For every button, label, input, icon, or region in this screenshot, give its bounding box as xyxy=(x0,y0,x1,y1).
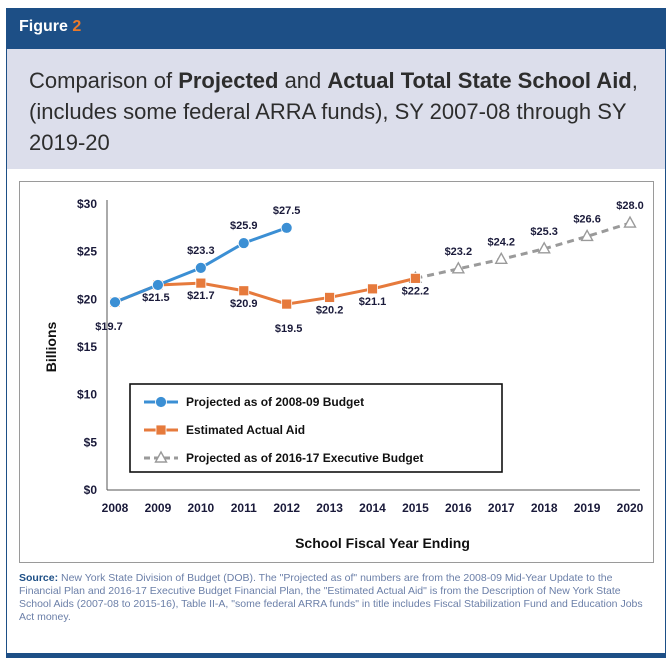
chart-title: Comparison of Projected and Actual Total… xyxy=(29,65,649,158)
data-point xyxy=(109,296,121,309)
figure-label: Figure 2 xyxy=(19,18,81,36)
x-tick-label: 2008 xyxy=(102,501,129,515)
data-label: $21.1 xyxy=(359,296,387,308)
data-point xyxy=(280,221,293,234)
data-label: $23.3 xyxy=(187,245,215,257)
x-tick-label: 2018 xyxy=(531,501,558,515)
x-tick-label: 2015 xyxy=(402,501,429,515)
data-point xyxy=(623,215,637,228)
data-label: $23.2 xyxy=(445,246,473,258)
bottom-rule xyxy=(7,653,665,657)
legend-box xyxy=(129,383,503,473)
y-tick-label: $25 xyxy=(77,245,97,259)
data-label: $24.2 xyxy=(487,236,515,248)
x-tick-label: 2016 xyxy=(445,501,472,515)
x-tick-label: 2009 xyxy=(145,501,172,515)
data-point xyxy=(194,261,207,274)
y-tick-label: $5 xyxy=(84,435,98,449)
source-label: Source: xyxy=(19,572,59,584)
y-tick-label: $0 xyxy=(84,483,98,497)
data-label: $20.9 xyxy=(230,298,258,310)
title-bold-2: Actual Total State School Aid xyxy=(327,68,632,93)
data-point xyxy=(451,261,466,274)
data-label: $26.6 xyxy=(573,213,601,225)
legend-entry-label: Estimated Actual Aid xyxy=(186,423,305,437)
data-point xyxy=(494,251,508,264)
data-label: $22.2 xyxy=(402,285,430,297)
data-point xyxy=(324,292,335,303)
data-label: $19.7 xyxy=(95,321,123,333)
series-line xyxy=(114,276,416,306)
x-tick-label: 2017 xyxy=(488,501,515,515)
figure-panel: Figure 2 Comparison of Projected and Act… xyxy=(6,8,666,658)
data-label: $19.5 xyxy=(275,323,303,335)
data-labels-layer: $23.2 $24.2 $25.3 $26.6 $28.0 $19.7 $21.5 $21.7… xyxy=(95,200,644,335)
title-part-3: , (includes some federal ARRA funds), SY… xyxy=(29,68,638,155)
data-point xyxy=(238,285,250,297)
x-tick-label: 2011 xyxy=(231,501,257,515)
x-tick-label: 2013 xyxy=(316,501,343,515)
series-layer xyxy=(109,215,637,310)
data-point xyxy=(237,237,250,249)
data-point xyxy=(155,396,167,408)
x-tick-label: 2019 xyxy=(574,501,601,515)
title-part-1: Comparison of xyxy=(29,68,179,93)
legend: Projected as of 2008-09 Budget Estimated … xyxy=(129,383,503,473)
x-tick-label: 2012 xyxy=(273,501,300,515)
title-bold-1: Projected xyxy=(178,68,279,93)
title-band: Comparison of Projected and Actual Total… xyxy=(7,49,665,169)
source-text: New York State Division of Budget (DOB).… xyxy=(19,572,643,623)
figure-label-text: Figure xyxy=(19,18,68,35)
source-note: Source: New York State Division of Budge… xyxy=(19,572,654,624)
data-point xyxy=(154,450,168,463)
x-axis-title: School Fiscal Year Ending xyxy=(295,535,470,551)
data-label: $27.5 xyxy=(273,205,301,217)
y-tick-label: $15 xyxy=(77,340,97,354)
data-point xyxy=(580,228,594,242)
data-point xyxy=(152,279,164,291)
legend-entry-label: Projected as of 2008-09 Budget xyxy=(186,395,364,409)
y-tick-label: $30 xyxy=(77,197,97,211)
data-label: $25.9 xyxy=(230,220,258,232)
x-tick-label: 2014 xyxy=(359,501,386,515)
data-label: $21.7 xyxy=(187,290,215,302)
data-point xyxy=(367,283,378,295)
data-point xyxy=(155,424,167,436)
figure-number: 2 xyxy=(72,18,82,35)
data-point xyxy=(410,272,421,284)
figure-header-bar: Figure 2 xyxy=(7,9,665,49)
x-tick-label: 2020 xyxy=(617,501,644,515)
chart-axes: $0 $5 $10 $15 $20 $25 $30 2008 2009 2010 2011 2012 2… xyxy=(43,197,644,551)
legend-entry-label: Projected as of 2016-17 Executive Budget xyxy=(186,451,423,465)
data-point xyxy=(195,277,207,289)
data-label: $20.2 xyxy=(316,304,344,316)
title-part-2: and xyxy=(278,68,328,93)
chart-container: $0 $5 $10 $15 $20 $25 $30 2008 2009 2010 2011 2012 2… xyxy=(19,181,654,563)
data-point xyxy=(281,298,293,310)
data-label: $28.0 xyxy=(616,200,644,212)
y-tick-label: $20 xyxy=(77,292,97,306)
y-axis-title: Billions xyxy=(43,322,59,373)
x-tick-label: 2010 xyxy=(187,501,214,515)
y-tick-label: $10 xyxy=(77,388,97,402)
data-label: $25.3 xyxy=(530,226,558,238)
data-point xyxy=(537,241,551,254)
data-label: $21.5 xyxy=(142,292,170,304)
series-line xyxy=(415,221,631,280)
line-chart: $0 $5 $10 $15 $20 $25 $30 2008 2009 2010 2011 2012 2… xyxy=(43,197,644,551)
